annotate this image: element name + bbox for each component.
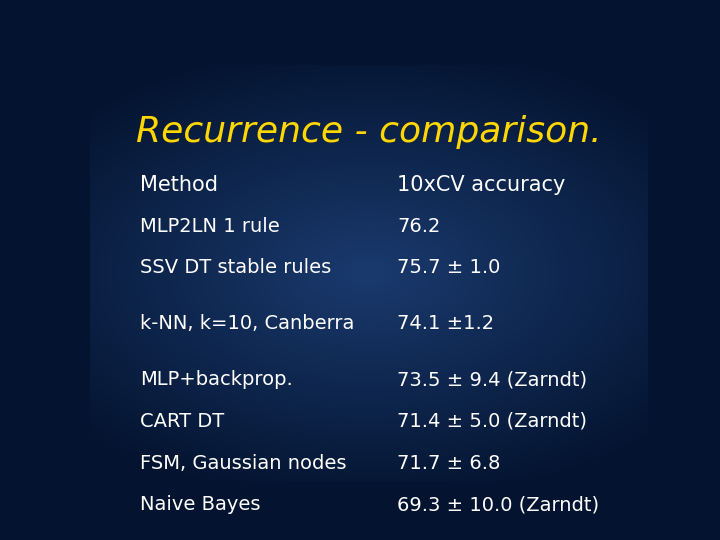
Text: 73.5 ± 9.4 (Zarndt): 73.5 ± 9.4 (Zarndt)	[397, 370, 587, 389]
Text: MLP+backprop.: MLP+backprop.	[140, 370, 293, 389]
Text: 75.7 ± 1.0: 75.7 ± 1.0	[397, 258, 500, 277]
Text: 71.7 ± 6.8: 71.7 ± 6.8	[397, 454, 500, 472]
Text: 69.3 ± 10.0 (Zarndt): 69.3 ± 10.0 (Zarndt)	[397, 495, 599, 514]
Text: SSV DT stable rules: SSV DT stable rules	[140, 258, 331, 277]
Text: Method: Method	[140, 175, 218, 195]
Text: 10xCV accuracy: 10xCV accuracy	[397, 175, 565, 195]
Text: 71.4 ± 5.0 (Zarndt): 71.4 ± 5.0 (Zarndt)	[397, 412, 587, 431]
Text: MLP2LN 1 rule: MLP2LN 1 rule	[140, 217, 280, 235]
Text: 76.2: 76.2	[397, 217, 440, 235]
Text: Recurrence - comparison.: Recurrence - comparison.	[136, 114, 602, 148]
Text: 74.1 ±1.2: 74.1 ±1.2	[397, 314, 494, 333]
Text: k-NN, k=10, Canberra: k-NN, k=10, Canberra	[140, 314, 354, 333]
Text: FSM, Gaussian nodes: FSM, Gaussian nodes	[140, 454, 347, 472]
Text: CART DT: CART DT	[140, 412, 225, 431]
Text: Naive Bayes: Naive Bayes	[140, 495, 261, 514]
